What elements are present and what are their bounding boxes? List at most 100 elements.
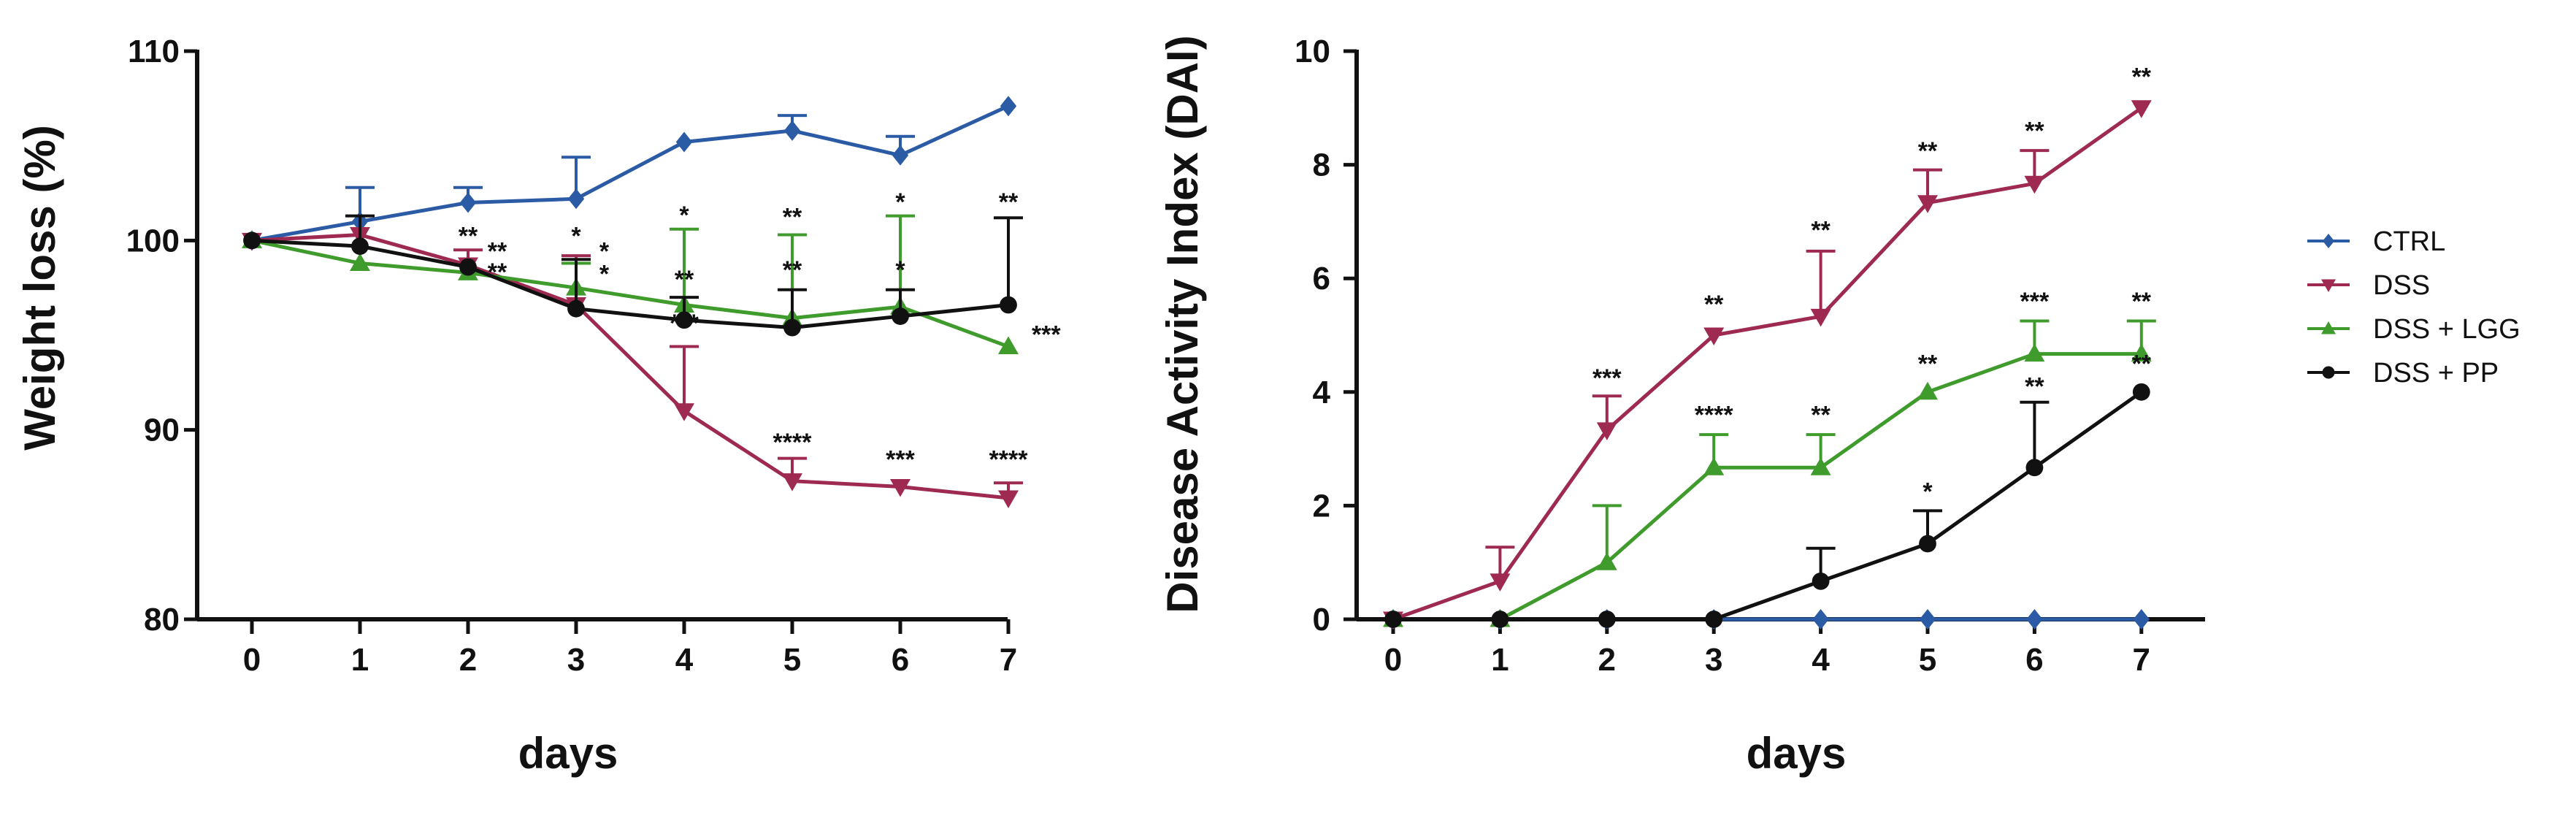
significance-label: * xyxy=(1923,478,1933,506)
x-tick-label: 3 xyxy=(567,642,585,678)
significance-label: * xyxy=(599,237,610,265)
legend: CTRL DSS DSS + LGG DSS + PP xyxy=(2307,226,2521,389)
legend-label: DSS + LGG xyxy=(2373,314,2521,345)
x-tick-label: 2 xyxy=(459,642,477,678)
series-line xyxy=(251,104,1010,242)
data-point xyxy=(1384,611,1402,628)
data-point xyxy=(1000,96,1017,117)
y-tick-label: 90 xyxy=(144,413,180,448)
y-tick-label: 100 xyxy=(126,223,180,259)
significance-label: *** xyxy=(670,310,699,337)
data-point xyxy=(783,318,801,337)
data-point xyxy=(890,478,911,497)
y-tick-label: 4 xyxy=(1313,375,1331,410)
data-point xyxy=(675,131,693,153)
x-tick-label: 5 xyxy=(783,642,801,678)
significance-label: ** xyxy=(999,188,1019,216)
data-point xyxy=(2026,609,2043,630)
data-point xyxy=(1810,457,1831,475)
legend-entry: CTRL xyxy=(2307,226,2445,257)
significance-label: ** xyxy=(1918,351,1938,378)
legend-entry: DSS + LGG xyxy=(2307,314,2521,345)
significance-label: ** xyxy=(459,223,478,250)
significance-label: **** xyxy=(989,446,1029,474)
data-point xyxy=(1598,611,1616,628)
x-tick-label: 4 xyxy=(1812,642,1830,678)
data-point xyxy=(892,307,909,325)
significance-label: ** xyxy=(488,237,507,265)
y-axis-title: Weight loss (%) xyxy=(15,125,64,451)
data-point xyxy=(1812,572,1830,590)
legend-marker xyxy=(2323,234,2334,248)
x-tick-label: 2 xyxy=(1598,642,1616,678)
series-dss-pp xyxy=(243,214,1023,337)
significance-label: ** xyxy=(2132,288,2152,315)
data-point xyxy=(1596,422,1617,440)
x-tick-label: 6 xyxy=(892,642,909,678)
series-line xyxy=(251,238,1009,348)
significance-label: * xyxy=(571,223,581,250)
significance-label: * xyxy=(679,202,689,229)
significance-label: * xyxy=(895,188,905,216)
significance-label: *** xyxy=(886,446,915,474)
series-line xyxy=(1393,390,2143,621)
x-tick-label: 6 xyxy=(2025,642,2043,678)
data-point xyxy=(998,490,1019,509)
y-axis-title: Disease Activity Index (DAI) xyxy=(1158,35,1207,613)
series-line xyxy=(251,238,1009,330)
y-tick-label: 10 xyxy=(1295,34,1330,69)
x-tick-label: 3 xyxy=(1705,642,1722,678)
data-point xyxy=(1919,609,1936,630)
series-line xyxy=(1392,106,2143,621)
data-point xyxy=(1810,308,1831,327)
significance-label: ** xyxy=(1704,291,1724,318)
significance-label: *** xyxy=(1592,364,1622,392)
data-point xyxy=(998,336,1019,355)
legend-label: DSS xyxy=(2373,270,2430,301)
data-point xyxy=(1596,552,1617,570)
data-point xyxy=(2131,343,2152,362)
legend-marker xyxy=(2321,321,2336,334)
significance-label: ** xyxy=(2025,118,2044,145)
data-point xyxy=(350,253,370,271)
data-point xyxy=(1490,573,1511,592)
data-point xyxy=(1491,611,1509,628)
x-tick-label: 0 xyxy=(1384,642,1402,678)
x-axis-title: days xyxy=(518,729,618,778)
x-tick-label: 7 xyxy=(1000,642,1017,678)
y-tick-label: 110 xyxy=(128,34,180,69)
y-tick-label: 2 xyxy=(1313,488,1330,524)
significance-label: ** xyxy=(488,259,507,286)
data-point xyxy=(675,311,693,329)
x-tick-label: 5 xyxy=(1919,642,1936,678)
series-line xyxy=(251,233,1009,500)
significance-label: ** xyxy=(675,266,694,294)
x-tick-label: 1 xyxy=(1491,642,1509,678)
series-dss xyxy=(1383,100,2152,630)
significance-label: * xyxy=(895,256,905,284)
legend-label: DSS + PP xyxy=(2373,358,2499,389)
significance-label: ** xyxy=(1811,402,1831,429)
data-point xyxy=(783,120,801,141)
data-point xyxy=(1917,195,1938,213)
legend-entry: DSS xyxy=(2307,270,2430,301)
y-tick-label: 0 xyxy=(1313,602,1330,638)
x-tick-label: 7 xyxy=(2133,642,2150,678)
x-axis-title: days xyxy=(1747,729,1847,778)
weight-loss-chart: Weight loss (%) days 80 90 100 110 0 1 2 3 4 5 6 7 *… xyxy=(15,34,1061,778)
significance-label: ** xyxy=(1918,137,1938,165)
data-point xyxy=(892,145,909,166)
data-point xyxy=(567,299,585,318)
data-point xyxy=(459,192,477,213)
series-line xyxy=(1393,352,2142,621)
legend-entry: DSS + PP xyxy=(2307,358,2499,389)
data-point xyxy=(351,237,369,256)
data-point xyxy=(1705,611,1723,628)
significance-label: * xyxy=(599,260,610,288)
y-tick-label: 8 xyxy=(1313,148,1330,183)
significance-label: ** xyxy=(783,204,802,232)
data-point xyxy=(2133,609,2150,630)
significance-label: **** xyxy=(773,429,813,456)
data-point xyxy=(674,403,694,421)
